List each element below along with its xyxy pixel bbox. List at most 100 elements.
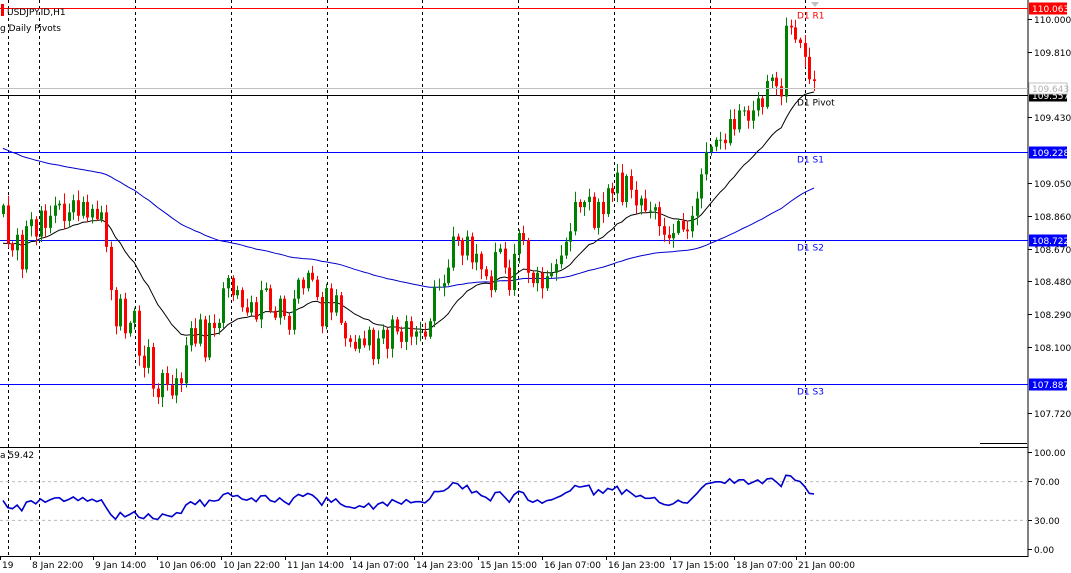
pivot-price-box [1029,378,1067,391]
candle-body [757,98,760,111]
candles [2,17,816,407]
rsi-line [2,474,815,521]
candle-body [654,207,657,211]
time-label: 14 Jan 07:00 [352,561,409,571]
candle-body [579,201,582,208]
candle-body [729,119,732,144]
time-label: 18 Jan 07:00 [736,561,793,571]
candle-body [593,196,596,228]
candle-body [775,77,778,87]
candle-body [804,43,807,57]
candle-body [40,210,43,237]
candle-body [82,201,85,216]
pivot-price-label: 107.887 [1032,381,1069,391]
candle-body [438,286,441,288]
candle-body [766,81,769,107]
time-label: 8 Jan 22:00 [32,561,84,571]
candle-body [813,79,816,82]
pivot-name-label: D1 R1 [797,12,825,22]
candle-body [710,146,713,152]
candle-body [288,315,291,330]
pivot-name-label: D1 Pivot [797,99,835,109]
time-label: 15 Jan 15:00 [480,561,537,571]
price-tick-label: 108.100 [1034,344,1071,354]
rsi-tick-label: 30.00 [1034,517,1060,527]
candle-body [58,203,61,206]
candle-body [269,288,272,311]
candle-body [354,341,357,349]
candle-body [227,277,230,289]
candle-body [180,378,183,384]
candle-body [485,269,488,277]
price-axis: 110.000 109.810 109.430 109.050 108.860 108.6… [1028,16,1071,556]
candle-body [68,212,71,221]
candle-body [21,234,24,270]
candle-body [105,212,108,247]
candle-body [138,310,141,356]
candle-body [185,345,188,384]
candle-body [96,208,99,220]
candle-body [175,378,178,396]
candle-body [522,233,525,240]
candle-body [119,298,122,327]
candle-body [25,226,28,270]
candle-body [490,276,493,291]
candle-body [616,172,619,194]
candle-body [297,279,300,299]
candle-body [382,329,385,339]
time-label: 10 Jan 22:00 [223,561,280,571]
candle-body [546,276,549,289]
candle-body [658,207,661,227]
candle-body [386,329,389,349]
candle-body [236,290,239,296]
candle-body [143,355,146,368]
candle-body [377,338,380,360]
candle-body [265,288,268,291]
price-tick-label: 108.860 [1034,213,1071,223]
candle-body [663,226,666,235]
candle-body [400,331,403,342]
candle-body [166,372,169,386]
candle-body [316,279,319,297]
candle-body [513,253,516,291]
candle-body [508,267,511,291]
one-click-trade-icon[interactable] [1,4,4,16]
candle-body [794,27,797,40]
candle-body [222,288,225,323]
time-label: 16 Jan 23:00 [608,561,665,571]
candle-body [752,110,755,121]
candle-body [541,272,544,289]
candle-body [363,338,366,346]
pivot-price-box [1029,146,1067,159]
candle-body [302,279,305,289]
candle-body [630,176,633,190]
pivot-name-label: D1 S1 [797,156,824,166]
candle-body [372,329,375,360]
candle-body [550,272,553,277]
candle-body [715,139,718,147]
candle-body [368,329,371,346]
time-label: 19 [2,561,14,571]
candle-body [555,264,558,273]
candle-body [790,25,793,28]
candle-body [761,98,764,107]
candle-body [668,234,671,239]
candle-body [433,286,436,322]
candle-body [190,328,193,346]
rsi-label: a 59.42 [0,451,34,461]
shift-marker-icon[interactable] [811,2,819,7]
candle-body [640,198,643,206]
candle-body [686,229,689,232]
candle-body [44,210,47,228]
candle-body [504,248,507,268]
candle-body [204,319,207,358]
candle-body [335,295,338,313]
candle-body [49,215,52,228]
ma-slow-line [2,147,815,288]
candle-body [743,110,746,112]
time-label: 16 Jan 07:00 [544,561,601,571]
pivot-price-label: 109.228 [1032,149,1069,159]
candle-body [565,241,568,256]
price-tick-label: 107.720 [1034,410,1071,420]
candle-body [124,298,127,334]
